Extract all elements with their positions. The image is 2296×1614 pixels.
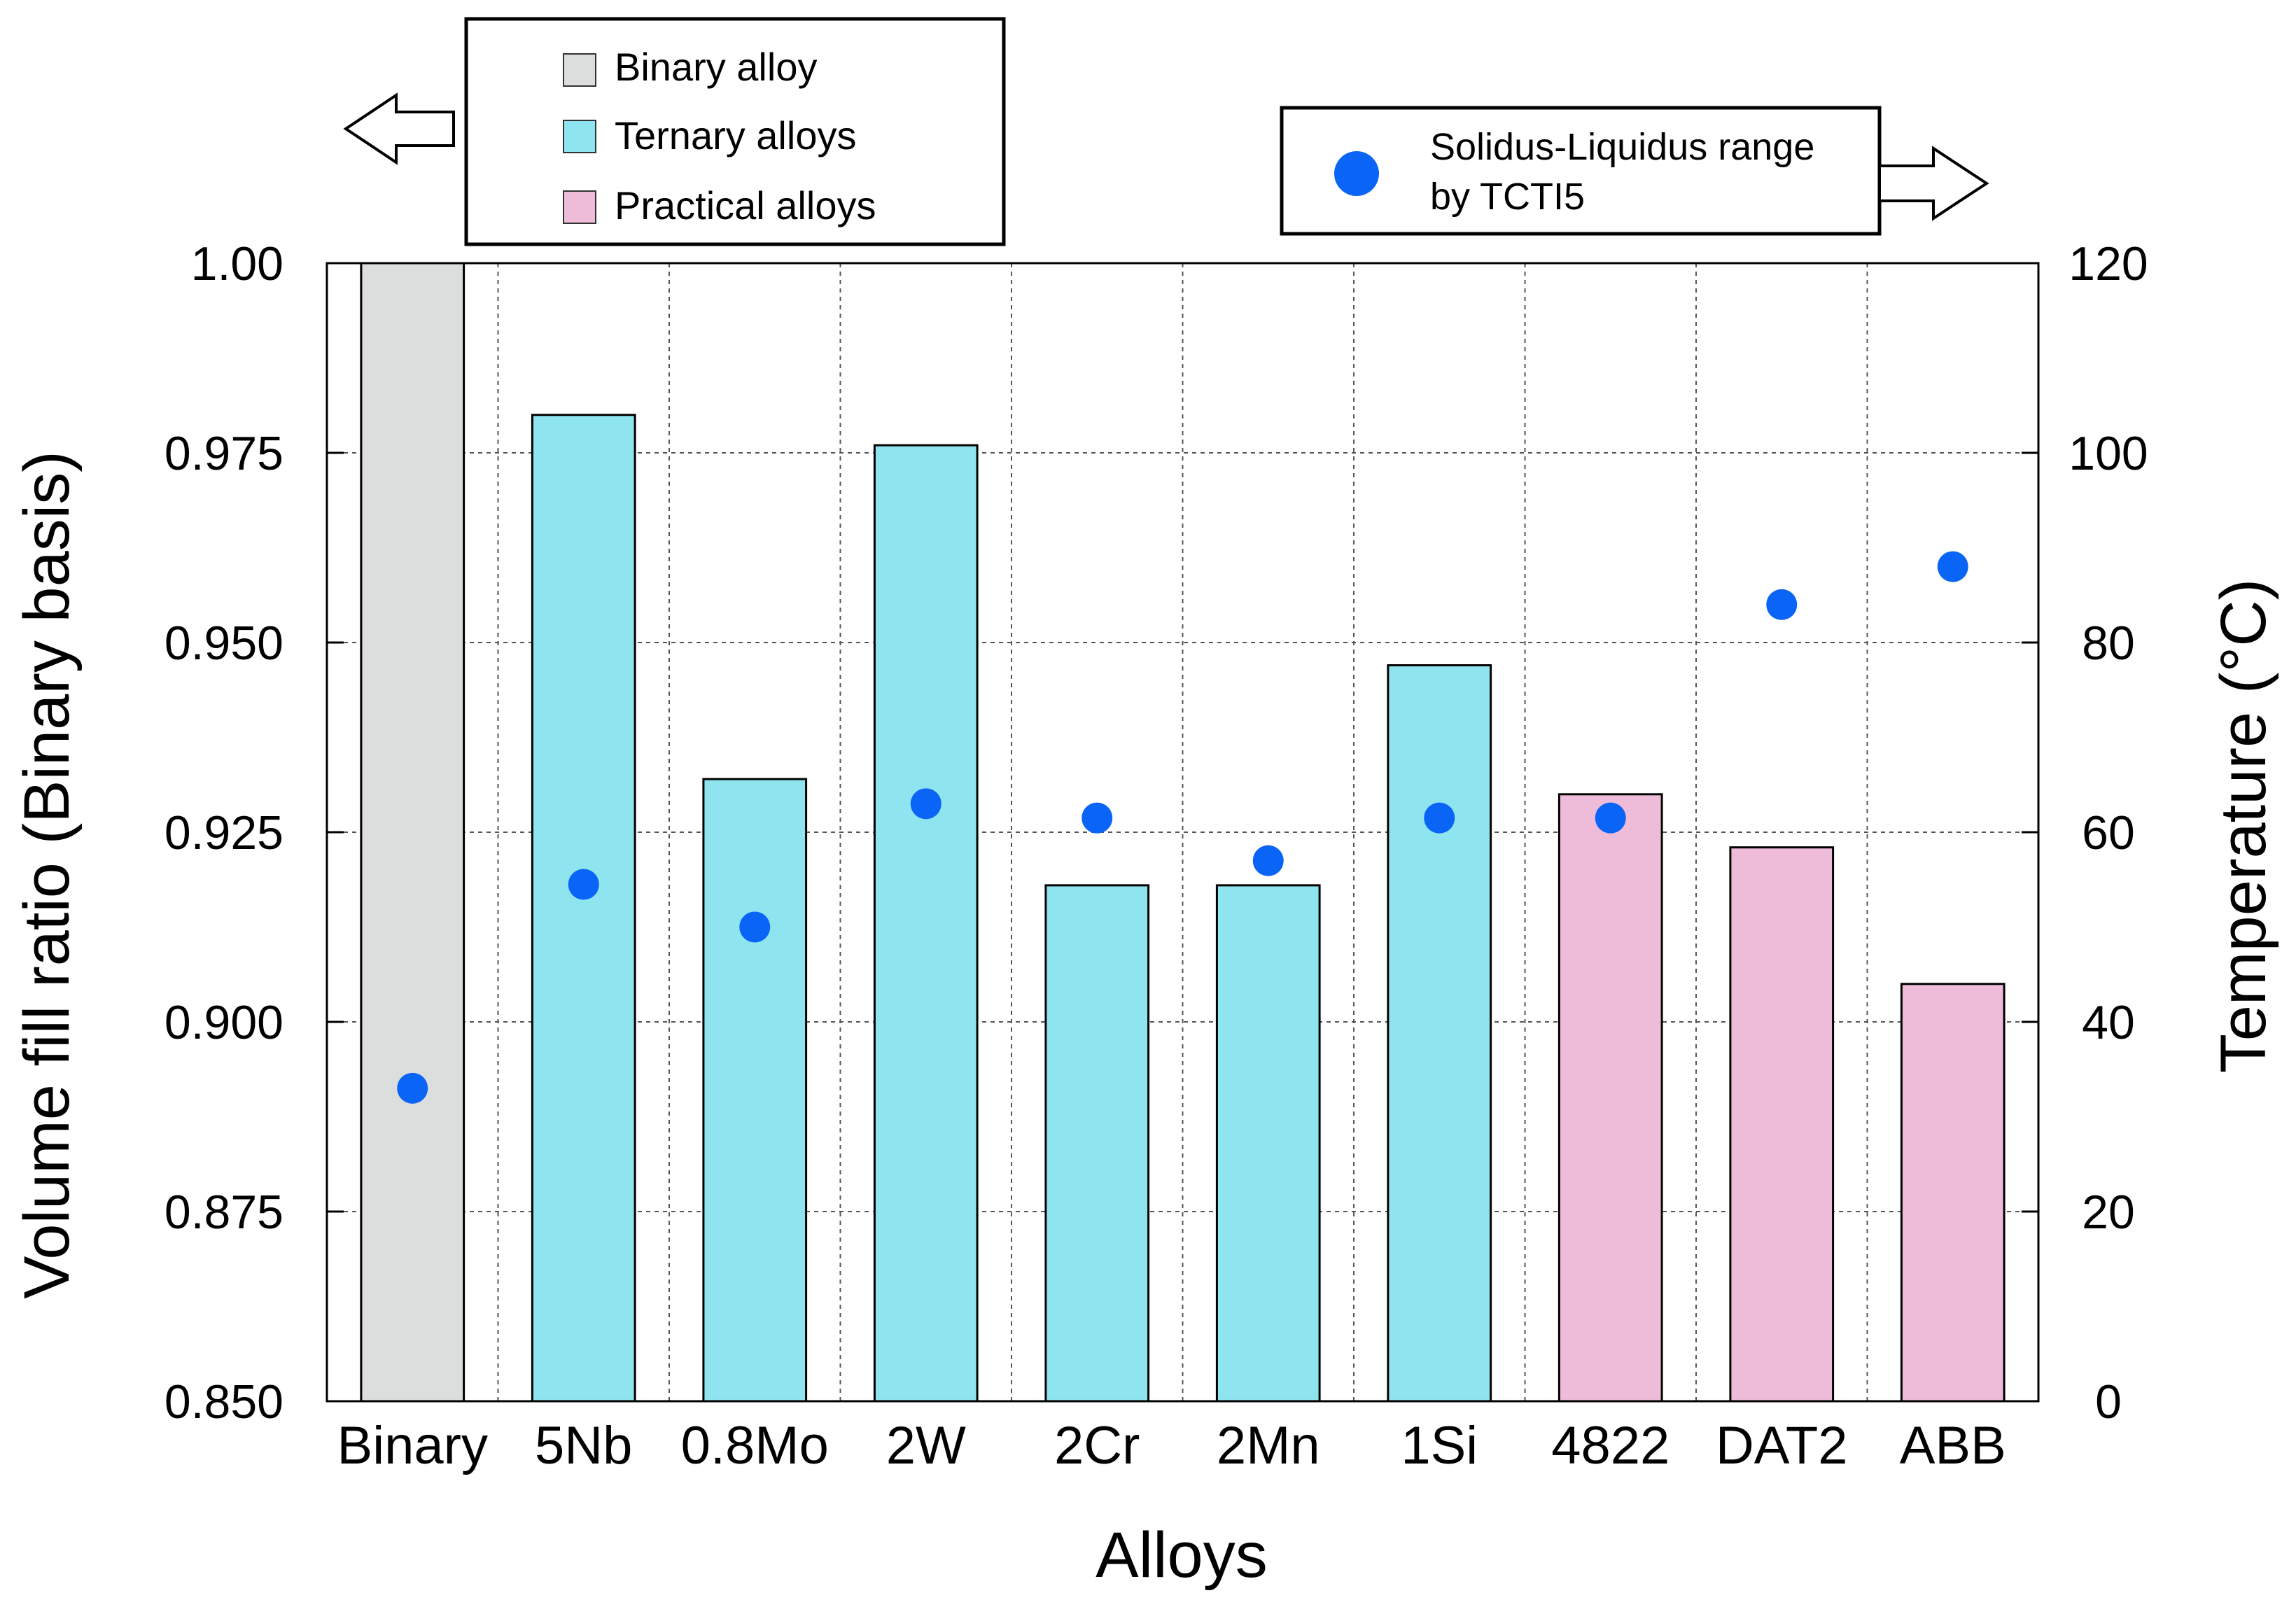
left-tick-label: 0.900 [164,996,284,1049]
bar-legend: Binary alloy Ternary alloys Practical al… [464,17,1006,246]
bar-0.8Mo [702,778,808,1403]
left-tick-label: 0.850 [164,1375,284,1429]
legend-swatch-binary [563,53,596,87]
legend-label-binary: Binary alloy [615,45,817,89]
point-5Nb [568,869,599,900]
bar-5Nb [531,414,636,1403]
x-tick-label: 2Cr [1054,1416,1140,1475]
right-tick-label: 120 [2068,237,2148,290]
point-4822 [1595,802,1626,834]
scatter-points [397,551,1968,1104]
scatter-legend-line1: Solidus-Liquidus range [1430,126,1814,168]
right-tick-label: 40 [2082,996,2135,1049]
right-axis-arrow-icon [1878,146,1989,221]
left-tick-label: 0.925 [164,806,284,859]
point-Binary [397,1072,428,1104]
point-2Cr [1082,802,1113,834]
x-tick-label: Binary [337,1416,488,1475]
bar-1Si [1387,664,1492,1403]
legend-label-ternary: Ternary alloys [615,113,856,157]
legend-marker-scatter [1334,151,1379,196]
bars [360,262,2005,1403]
x-tick-label: 2W [886,1416,966,1475]
legend-swatch-ternary [563,120,596,153]
point-2Mn [1252,845,1284,876]
bar-legend-box [464,17,1006,246]
x-tick-label: DAT2 [1716,1416,1848,1475]
bar-Binary [360,262,465,1403]
scatter-legend-line2: by TCTI5 [1430,176,1585,218]
bar-2Mn [1215,884,1321,1403]
left-axis-arrow-icon [343,92,455,165]
point-DAT2 [1766,589,1798,620]
scatter-legend: Solidus-Liquidus range by TCTI5 [1280,106,1882,236]
x-tick-label: ABB [1900,1416,2006,1475]
x-tick-label: 0.8Mo [681,1416,829,1475]
right-tick-label: 60 [2082,806,2135,859]
right-axis-title: Temperature (°C) [2208,579,2279,1074]
legend-swatch-practical [563,190,596,224]
left-axis-ticks: 0.850 0.875 0.900 0.925 0.950 0.975 1.00 [164,237,344,1429]
left-tick-label: 0.950 [164,617,284,670]
right-tick-label: 0 [2095,1375,2122,1429]
left-tick-label: 0.875 [164,1186,284,1239]
right-tick-label: 100 [2068,427,2148,480]
left-tick-label: 0.975 [164,427,284,480]
bar-2Cr [1044,884,1150,1403]
bar-4822 [1558,793,1663,1403]
right-axis-ticks: 0 20 40 60 80 100 120 [2022,237,2148,1429]
x-tick-label: 5Nb [535,1416,632,1475]
right-tick-label: 80 [2082,617,2135,670]
x-tick-label: 2Mn [1217,1416,1320,1475]
bar-ABB [1900,983,2005,1403]
bar-2W [873,444,979,1403]
x-axis-title: Alloys [1096,1520,1267,1591]
point-0.8Mo [739,911,771,943]
right-tick-label: 20 [2082,1186,2135,1239]
left-axis-title: Volume fill ratio (Binary basis) [11,451,83,1299]
scatter-legend-box [1280,106,1882,236]
point-2W [910,788,941,820]
x-axis-ticks: Binary 5Nb 0.8Mo 2W 2Cr 2Mn 1Si 4822 DAT2 ABB [337,1416,2006,1475]
x-tick-label: 4822 [1551,1416,1670,1475]
x-tick-label: 1Si [1401,1416,1478,1475]
point-ABB [1937,551,1968,582]
bar-DAT2 [1729,846,1835,1403]
point-1Si [1424,802,1455,834]
left-tick-label: 1.00 [191,237,284,290]
legend-label-practical: Practical alloys [615,183,876,227]
